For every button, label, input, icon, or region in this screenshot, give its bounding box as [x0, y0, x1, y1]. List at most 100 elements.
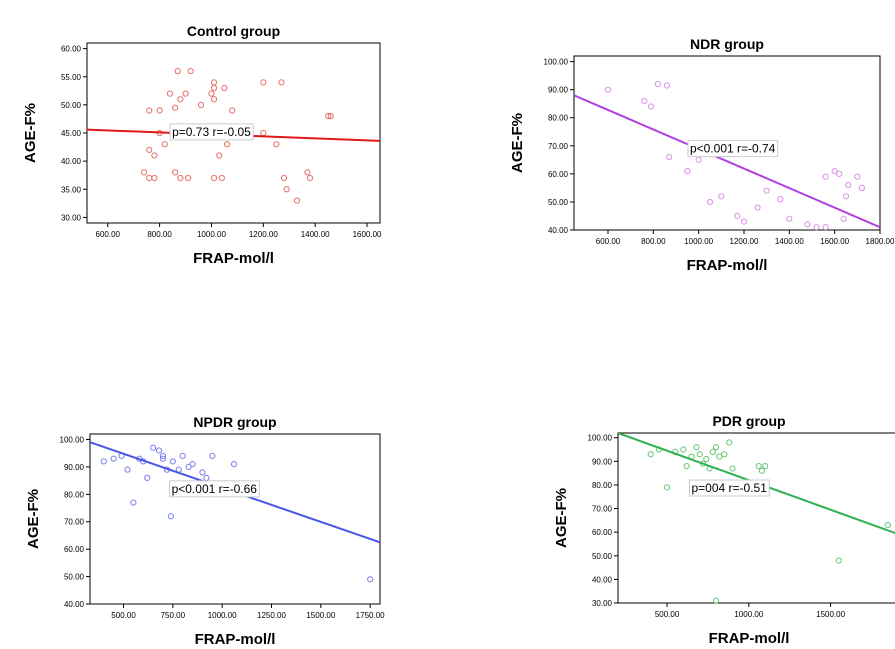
- data-point: [706, 198, 714, 206]
- data-point: [199, 469, 206, 476]
- y-tick-label: 90.00: [592, 457, 613, 466]
- data-point: [822, 224, 829, 231]
- data-point: [161, 141, 168, 148]
- chart-panel-2: NDR group 600.00 800.00 1000.00 1200.00 1400.…: [509, 36, 895, 274]
- y-tick-label: 60.00: [548, 170, 569, 179]
- data-point: [130, 499, 137, 506]
- x-tick-label: 1600.00: [353, 230, 382, 239]
- data-point: [684, 167, 691, 175]
- y-tick-label: 30.00: [592, 599, 613, 608]
- data-point: [680, 446, 687, 453]
- data-point: [169, 458, 176, 465]
- y-tick-label: 50.00: [61, 101, 82, 110]
- y-tick-label: 60.00: [64, 545, 85, 554]
- x-tick-label: 1400.00: [775, 237, 804, 246]
- data-point: [172, 104, 179, 111]
- x-tick-label: 800.00: [641, 237, 666, 246]
- chart-title: NPDR group: [193, 414, 276, 430]
- data-point: [327, 113, 334, 120]
- x-tick-label: 1200.00: [730, 237, 759, 246]
- data-point: [230, 461, 238, 468]
- data-point: [100, 458, 107, 465]
- data-point: [762, 462, 769, 470]
- data-point: [693, 444, 700, 451]
- x-axis-label: FRAP-mol/l: [195, 631, 276, 648]
- data-point: [124, 466, 131, 473]
- data-point: [304, 169, 311, 176]
- data-point: [159, 452, 167, 460]
- data-point: [210, 96, 218, 103]
- x-tick-label: 1000.00: [208, 611, 237, 620]
- data-point: [716, 453, 723, 460]
- data-point: [151, 174, 158, 182]
- data-point: [151, 152, 158, 159]
- x-tick-label: 1250.00: [257, 611, 286, 620]
- data-point: [185, 174, 192, 182]
- data-point: [845, 181, 852, 189]
- data-point: [177, 96, 184, 103]
- data-point: [210, 84, 218, 92]
- data-point: [683, 462, 690, 470]
- data-point: [604, 86, 612, 93]
- y-axis-label: AGE-F%: [553, 488, 570, 548]
- fit-line: [574, 94, 880, 229]
- data-point: [221, 84, 228, 92]
- data-point: [367, 576, 374, 583]
- data-point: [721, 451, 728, 458]
- data-point: [777, 196, 784, 203]
- data-point: [174, 68, 181, 75]
- data-point: [858, 184, 865, 192]
- data-point: [144, 474, 151, 481]
- data-point: [260, 79, 267, 86]
- y-tick-label: 40.00: [61, 157, 82, 166]
- data-point: [208, 90, 215, 97]
- chart-panel-4: PDR group 500.00 1000.00 1500.00 30.00 40.00 5…: [553, 413, 895, 647]
- y-tick-label: 40.00: [548, 226, 569, 235]
- x-tick-label: 1800.00: [866, 237, 895, 246]
- stats-annotation-box: [688, 479, 770, 497]
- data-point: [209, 452, 216, 460]
- data-point: [179, 452, 186, 460]
- data-point: [278, 79, 285, 86]
- stats-annotation: p=0.73 r=-0.05: [172, 125, 251, 139]
- x-tick-label: 800.00: [147, 230, 172, 239]
- x-tick-label: 1600.00: [820, 237, 849, 246]
- chart-title: Control group: [187, 23, 280, 39]
- data-point: [754, 204, 761, 211]
- data-point: [156, 107, 163, 114]
- x-tick-label: 500.00: [655, 610, 680, 619]
- x-tick-label: 1000.00: [197, 230, 226, 239]
- data-point: [822, 173, 829, 180]
- x-tick-label: 600.00: [96, 230, 121, 239]
- data-point: [293, 197, 301, 204]
- y-tick-label: 90.00: [64, 463, 85, 472]
- stats-annotation-box: [687, 140, 779, 158]
- x-tick-label: 1000.00: [734, 610, 763, 619]
- y-tick-label: 90.00: [548, 86, 569, 95]
- data-point: [696, 451, 703, 458]
- data-point: [647, 103, 655, 110]
- data-point: [831, 167, 838, 175]
- data-point: [726, 439, 733, 446]
- data-point: [223, 141, 231, 148]
- y-tick-label: 70.00: [592, 505, 613, 514]
- data-point: [187, 68, 194, 75]
- y-tick-label: 35.00: [61, 185, 82, 194]
- stats-annotation-box: [169, 123, 254, 141]
- y-tick-label: 100.00: [60, 435, 85, 444]
- y-tick-label: 70.00: [548, 142, 569, 151]
- y-tick-label: 100.00: [588, 434, 613, 443]
- stats-annotation-box: [169, 480, 260, 498]
- plot-frame: [89, 433, 381, 605]
- y-tick-label: 80.00: [548, 114, 569, 123]
- data-point: [146, 146, 153, 153]
- data-point: [283, 186, 290, 193]
- data-point: [695, 156, 702, 163]
- data-point: [197, 101, 205, 108]
- data-point: [182, 90, 189, 97]
- data-point: [146, 174, 153, 182]
- data-point: [663, 82, 671, 89]
- y-tick-label: 50.00: [548, 198, 569, 207]
- x-tick-label: 1500.00: [816, 610, 845, 619]
- data-point: [703, 455, 710, 463]
